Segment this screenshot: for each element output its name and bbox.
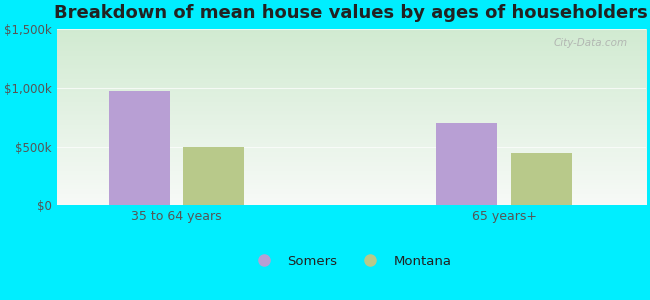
- Bar: [436, 123, 497, 206]
- Legend: Somers, Montana: Somers, Montana: [245, 249, 458, 273]
- Bar: [183, 147, 244, 206]
- Bar: [109, 91, 170, 206]
- Bar: [510, 153, 571, 206]
- Title: Breakdown of mean house values by ages of householders: Breakdown of mean house values by ages o…: [55, 4, 648, 22]
- Text: City-Data.com: City-Data.com: [554, 38, 628, 48]
